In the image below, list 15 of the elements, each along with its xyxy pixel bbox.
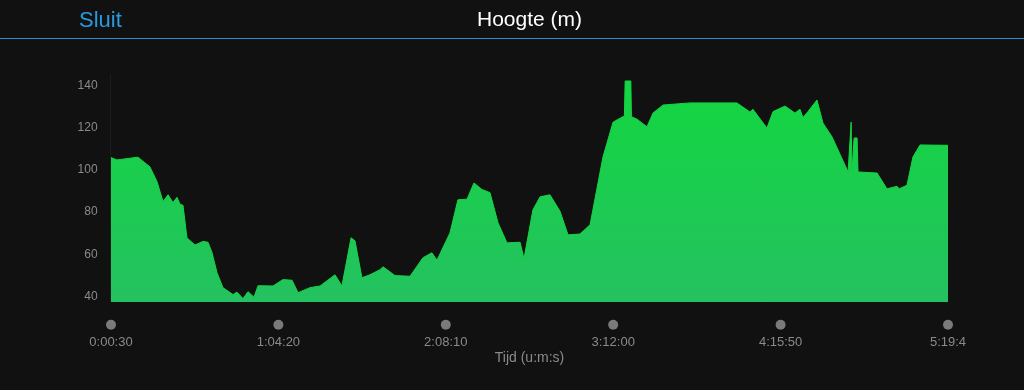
chart-title: Hoogte (m) xyxy=(476,7,583,31)
x-tick-label: 5:19:4 xyxy=(929,334,967,349)
text: Sluit xyxy=(79,7,122,32)
x-tick-label: 1:04:20 xyxy=(256,334,301,349)
x-tick-label: 0:00:30 xyxy=(89,334,133,349)
y-tick-label: 100 xyxy=(77,162,98,177)
y-tick-label: 60 xyxy=(84,246,98,261)
x-tick-label: 3:12:00 xyxy=(591,334,635,349)
y-tick-label: 120 xyxy=(77,119,98,134)
y-tick-label: 140 xyxy=(77,77,98,92)
x-tick-label: 2:08:10 xyxy=(424,334,468,349)
y-tick-label: 40 xyxy=(84,288,98,303)
y-tick-label: 80 xyxy=(84,204,98,219)
x-tick-label: 4:15:50 xyxy=(758,334,803,349)
x-axis-title: Tijd (u:m:s) xyxy=(494,349,565,366)
